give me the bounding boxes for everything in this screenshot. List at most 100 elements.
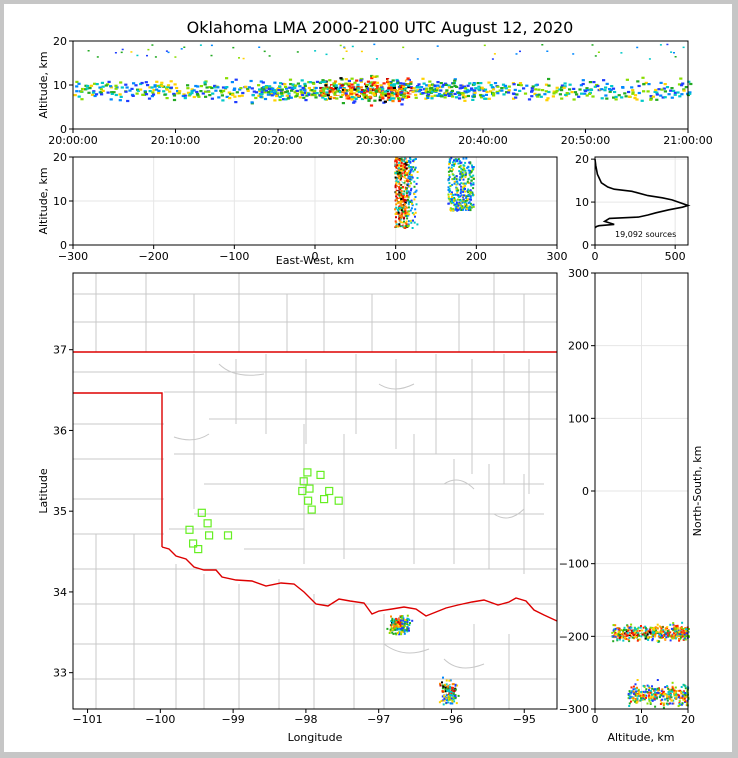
altitude-ew-source (403, 210, 406, 213)
ns-altitude-source (635, 635, 638, 638)
altitude-ew-source (407, 177, 410, 180)
altitude-ew-source (405, 160, 407, 163)
map-source (442, 703, 445, 706)
altitude-time-source (120, 86, 124, 89)
altitude-ew-source (458, 201, 461, 204)
altitude-ew-source (413, 221, 416, 224)
ns-altitude-source (663, 633, 666, 636)
altitude-time-source (250, 101, 254, 104)
altitude-ew-source (407, 199, 410, 202)
ns-altitude-source (685, 692, 688, 695)
ns-altitude-source (645, 627, 647, 630)
altitude-ew-source (468, 193, 471, 196)
altitude-time-source (500, 87, 504, 90)
altitude-time-source (373, 91, 377, 94)
altitude-time-source (515, 53, 518, 55)
altitude-ew-source (394, 213, 397, 215)
altitude-time-source (375, 58, 378, 60)
altitude-time-source (216, 86, 220, 89)
altitude-ew-source (399, 177, 402, 180)
ns-altitude-source (636, 627, 639, 630)
altitude-time-source (128, 89, 132, 92)
altitude-time-source (627, 95, 631, 98)
altitude-time-source (165, 97, 169, 100)
ns-altitude-source (667, 691, 670, 694)
altitude-time-source (175, 86, 179, 90)
altitude-time-source (314, 86, 318, 90)
altitude-time-source (504, 87, 508, 90)
map-source (450, 697, 453, 700)
map-source (398, 619, 400, 622)
altitude-ew-source (416, 177, 419, 179)
altitude-ew-source (409, 201, 412, 203)
map-source (445, 701, 448, 704)
altitude-time-source (491, 86, 495, 89)
altitude-time-source (304, 99, 308, 102)
altitude-time-source (541, 44, 544, 46)
altitude-time-source (140, 81, 144, 85)
map-source (453, 694, 456, 697)
histogram-ytick: 10 (575, 196, 589, 209)
altitude-time-source (291, 83, 295, 86)
altitude-time-source (443, 93, 448, 97)
altitude-time-source (624, 95, 628, 98)
altitude-time-source (450, 89, 454, 92)
altitude-time-source (110, 91, 114, 94)
altitude-ew-source (451, 173, 454, 176)
histogram-xtick: 500 (665, 250, 686, 263)
altitude-ew-source (401, 211, 404, 214)
ns-altitude-source (647, 685, 650, 688)
altitude-time-source (644, 81, 648, 84)
ns-altitude-source (636, 630, 639, 632)
map-source (444, 683, 447, 686)
altitude-time-source (291, 86, 295, 89)
map-source (393, 625, 396, 628)
altitude-time-source (390, 89, 394, 92)
altitude-time-source (290, 89, 294, 92)
ns-altitude-source (682, 683, 685, 686)
altitude-ew-source (405, 163, 408, 166)
ns-altitude-source (617, 628, 620, 631)
altitude-time-source (146, 54, 148, 57)
ns-altitude-source (684, 629, 687, 632)
altitude-time-source (447, 86, 452, 89)
ns-altitude-ytick: −300 (559, 703, 589, 716)
ns-altitude-source (645, 628, 648, 631)
ns-altitude-source (684, 638, 687, 641)
altitude-ew-source (399, 202, 402, 205)
map-source (448, 698, 451, 701)
ns-altitude-source (632, 634, 635, 637)
altitude-time-source (378, 90, 382, 93)
altitude-ew-source (396, 196, 399, 199)
map-source (448, 691, 451, 693)
ns-altitude-source (676, 624, 679, 627)
altitude-time-source (203, 81, 207, 84)
altitude-ew-source (410, 207, 413, 210)
altitude-ew-source (400, 223, 403, 226)
ns-altitude-source (654, 694, 657, 696)
ns-altitude-source (661, 688, 664, 691)
altitude-ew-source (472, 194, 475, 197)
map-source (399, 623, 402, 626)
altitude-time-source (454, 96, 459, 99)
altitude-time-source (368, 91, 373, 94)
ns-altitude-source (631, 690, 634, 693)
altitude-time-source (564, 93, 568, 96)
altitude-time-source (543, 93, 547, 96)
ns-altitude-source (624, 636, 627, 639)
altitude-ew-source (454, 204, 457, 207)
altitude-time-source (351, 45, 354, 48)
lma-station-marker (197, 508, 206, 517)
altitude-time-source (131, 94, 135, 97)
altitude-time-source (366, 90, 370, 93)
altitude-ew-source (464, 174, 467, 177)
altitude-time-source (568, 88, 572, 91)
ns-altitude-source (674, 686, 677, 689)
map-source (411, 619, 414, 622)
map-source (442, 676, 444, 679)
altitude-time-source (414, 93, 418, 96)
ns-altitude-source (650, 636, 653, 638)
altitude-time-source (489, 84, 493, 87)
altitude-ew-source (397, 210, 400, 213)
